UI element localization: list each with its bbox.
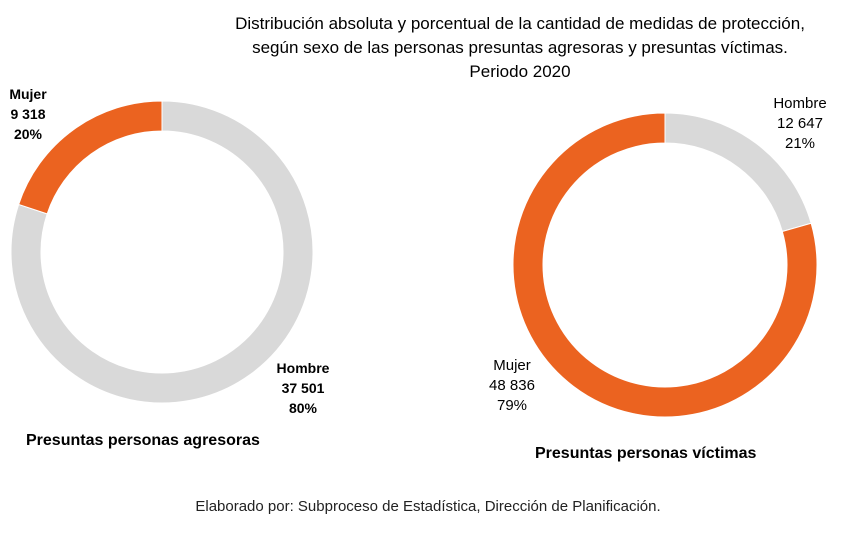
label-agresoras-mujer: Mujer 9 318 20% bbox=[9, 86, 47, 142]
label-agresoras-hombre: Hombre 37 501 80% bbox=[276, 360, 330, 416]
chart-title: Distribución absoluta y porcentual de la… bbox=[180, 12, 856, 84]
label-victimas-hombre: Hombre 12 647 21% bbox=[773, 95, 827, 152]
title-line: según sexo de las personas presuntas agr… bbox=[252, 38, 788, 57]
footer-credit: Elaborado por: Subproceso de Estadística… bbox=[195, 498, 661, 515]
title-line: Distribución absoluta y porcentual de la… bbox=[235, 14, 805, 33]
label-victimas-mujer: Mujer 48 836 79% bbox=[489, 357, 535, 414]
slice-0-hombre bbox=[10, 100, 314, 404]
subtitle-agresoras: Presuntas personas agresoras bbox=[26, 432, 260, 449]
subtitle-victimas: Presuntas personas víctimas bbox=[535, 445, 757, 462]
slice-0-mujer bbox=[18, 100, 163, 215]
slice-1-mujer bbox=[512, 112, 818, 418]
title-line: Periodo 2020 bbox=[469, 62, 571, 81]
